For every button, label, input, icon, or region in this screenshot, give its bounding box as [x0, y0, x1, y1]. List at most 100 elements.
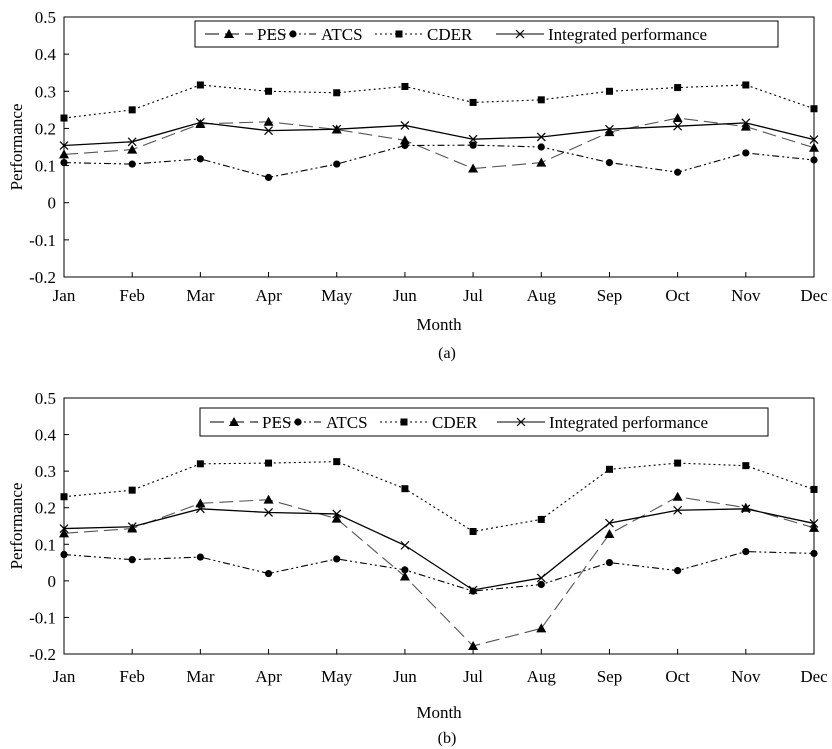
data-point [742, 548, 750, 556]
data-point [809, 522, 819, 532]
data-point [60, 114, 68, 122]
data-point [127, 137, 137, 147]
series-line [63, 551, 815, 592]
data-point [674, 84, 682, 92]
legend-label: CDER [427, 25, 473, 44]
data-point [604, 127, 615, 137]
data-point [537, 143, 545, 151]
data-point [673, 505, 683, 515]
legend-swatch-marker [515, 29, 525, 39]
data-point [196, 460, 204, 468]
data-point [59, 524, 69, 533]
y-axis-label: Performance [7, 483, 26, 570]
y-tick-label: 0.2 [35, 119, 56, 138]
y-tick-label: 0.5 [35, 8, 56, 27]
data-point [809, 142, 819, 152]
series-atcs [60, 141, 818, 182]
x-tick-label: Mar [186, 667, 215, 686]
y-tick-label: -0.1 [29, 231, 56, 250]
x-tick-label: Oct [665, 286, 690, 305]
data-point [742, 462, 750, 470]
data-point [265, 87, 273, 95]
data-point [469, 527, 477, 535]
data-point [59, 149, 69, 159]
legend-swatch-marker [395, 30, 403, 38]
data-point [468, 134, 478, 144]
x-axis-label: Month [416, 703, 462, 722]
data-point [195, 504, 205, 514]
series-integrated-performance [59, 118, 819, 150]
data-point [263, 494, 274, 504]
series-line [63, 84, 815, 119]
x-tick-label: May [321, 667, 353, 686]
data-point [399, 135, 410, 145]
x-tick-label: Aug [527, 667, 557, 686]
data-point [332, 509, 342, 519]
data-point [674, 168, 682, 176]
data-point [401, 82, 409, 90]
data-point [810, 485, 818, 493]
legend: PES ATCS CDER Integrated performance [194, 20, 779, 48]
legend-item-integrated-performance: Integrated performance [496, 25, 707, 44]
legend-item-integrated-performance: Integrated performance [497, 413, 708, 432]
series-line [63, 508, 815, 591]
data-point [536, 573, 546, 583]
legend-label: CDER [432, 413, 478, 432]
data-point [810, 549, 818, 558]
data-point [809, 135, 819, 144]
data-point [400, 540, 410, 550]
legend-swatch-marker [294, 418, 302, 426]
data-point [742, 149, 750, 157]
data-point [264, 173, 273, 182]
data-point [809, 519, 819, 528]
data-point [605, 124, 614, 134]
data-point [673, 121, 683, 131]
data-point [674, 567, 682, 575]
data-point [605, 518, 614, 528]
data-point [332, 124, 342, 134]
data-point [128, 106, 136, 114]
data-point [195, 118, 205, 127]
y-tick-label: -0.2 [29, 268, 56, 287]
legend-item-atcs: ATCS [274, 413, 368, 432]
data-point [536, 623, 547, 633]
series-line [63, 121, 815, 147]
data-point [128, 556, 136, 564]
plot-frame [63, 16, 815, 278]
y-tick-label: 0.4 [35, 45, 57, 64]
data-point [468, 585, 478, 595]
data-point [196, 155, 204, 163]
legend-item-cder: CDER [380, 413, 478, 432]
data-point [810, 156, 818, 164]
data-point [672, 113, 683, 123]
legend-label: ATCS [321, 25, 363, 44]
data-point [400, 121, 410, 130]
data-point [399, 571, 410, 581]
data-point [264, 569, 273, 578]
data-point [536, 157, 547, 167]
y-tick-label: 0.1 [35, 535, 56, 554]
x-tick-label: Feb [119, 667, 145, 686]
y-tick-label: 0.4 [35, 426, 57, 445]
series-pes [59, 491, 819, 650]
data-point [333, 555, 341, 563]
data-point [672, 491, 683, 501]
data-point [333, 160, 341, 168]
y-tick-label: 0.3 [35, 82, 56, 101]
x-tick-label: Jan [53, 667, 76, 686]
x-tick-label: Jun [393, 667, 417, 686]
data-point [333, 89, 341, 97]
data-point [537, 580, 545, 589]
data-point [537, 96, 545, 104]
legend: PES ATCS CDER Integrated performance [199, 407, 769, 437]
data-point [741, 118, 751, 128]
data-point [333, 458, 341, 466]
series-cder [60, 458, 818, 535]
x-tick-label: Mar [186, 286, 215, 305]
data-point [128, 160, 136, 168]
series-pes [59, 113, 819, 173]
data-point [401, 485, 409, 493]
x-tick-label: Jan [53, 286, 76, 305]
data-point [468, 163, 479, 173]
